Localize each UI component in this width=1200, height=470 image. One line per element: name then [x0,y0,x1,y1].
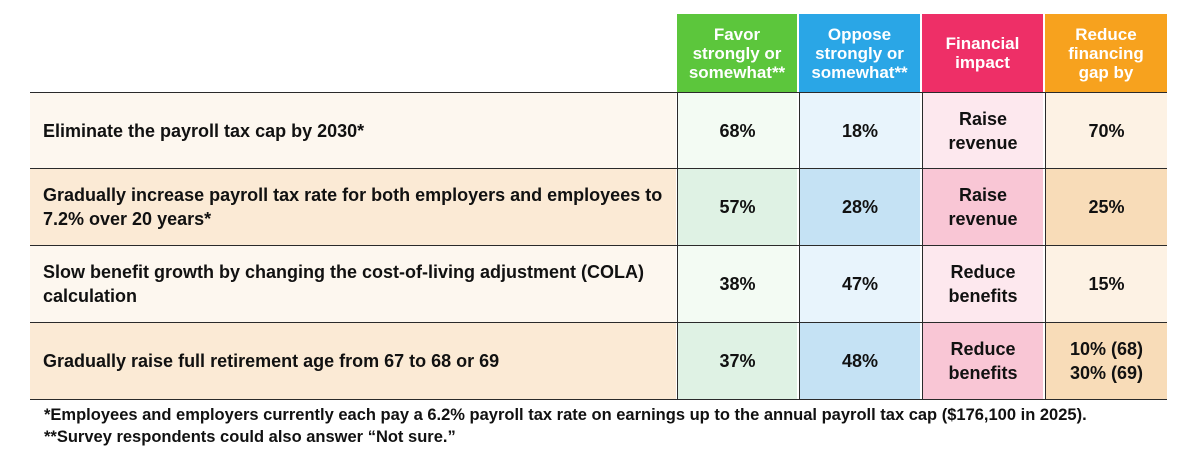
reduce-gap-value: 30% (69) [1069,363,1144,383]
policy-label: Eliminate the payroll tax cap by 2030* [30,93,676,168]
column-header-financial-impact-line: impact [955,53,1010,72]
reduce-gap-value: 70% [1088,120,1125,141]
oppose-value: 18% [799,93,920,168]
reduce-gap-cell: 70% [1045,93,1167,168]
column-header-oppose: Oppose strongly or somewhat** [799,14,920,92]
footnote: *Employees and employers currently each … [44,406,1087,424]
favor-value: 37% [677,323,797,399]
table-row: Gradually increase payroll tax rate for … [30,169,1167,246]
column-header-favor-line: somewhat** [688,62,786,82]
column-header-oppose-line: strongly or [815,43,904,63]
financial-impact-line: Raise [958,185,1008,205]
policy-label: Gradually raise full retirement age from… [30,323,676,399]
favor-value: 38% [677,246,797,322]
reduce-gap-cell: 10% (68) 30% (69) [1045,323,1167,399]
column-header-favor-line: strongly or [692,43,782,63]
column-header-reduce-gap-line: Reduce [1075,24,1137,44]
table-row: Eliminate the payroll tax cap by 2030* 6… [30,92,1167,169]
footnotes: *Employees and employers currently each … [44,404,1184,448]
column-header-reduce-gap-line: financing [1068,43,1144,63]
column-header-financial-impact-line: Financial [945,34,1020,53]
financial-impact-cell: Reduce benefits [922,323,1043,399]
oppose-value: 48% [799,323,920,399]
financial-impact-line: Reduce [950,262,1016,282]
oppose-value: 28% [799,169,920,245]
reduce-gap-cell: 15% [1045,246,1167,322]
column-header-oppose-line: somewhat** [811,62,908,82]
favor-value: 57% [677,169,797,245]
reduce-gap-value: 10% (68) [1069,339,1144,359]
financial-impact-line: benefits [948,363,1018,383]
column-header-financial-impact: Financial impact [922,14,1043,92]
column-header-reduce-gap: Reduce financing gap by [1045,14,1167,92]
financial-impact-line: revenue [948,209,1018,229]
table-row: Gradually raise full retirement age from… [30,323,1167,400]
reduce-gap-cell: 25% [1045,169,1167,245]
column-header-reduce-gap-line: gap by [1078,62,1134,82]
column-header-oppose-line: Oppose [827,24,892,44]
financial-impact-line: benefits [948,286,1018,306]
favor-value: 68% [677,93,797,168]
column-header-favor-line: Favor [713,24,761,44]
financial-impact-cell: Raise revenue [922,93,1043,168]
reduce-gap-value: 25% [1088,197,1125,217]
financial-impact-cell: Raise revenue [922,169,1043,245]
financial-impact-line: Raise [958,108,1008,129]
oppose-value: 47% [799,246,920,322]
policy-label: Gradually increase payroll tax rate for … [30,169,676,245]
reduce-gap-value: 15% [1088,274,1125,294]
column-header-favor: Favor strongly or somewhat** [677,14,797,92]
footnote: **Survey respondents could also answer “… [44,428,456,446]
table-row: Slow benefit growth by changing the cost… [30,246,1167,323]
financial-impact-line: Reduce [950,339,1016,359]
policy-label: Slow benefit growth by changing the cost… [30,246,676,322]
policy-table: Eliminate the payroll tax cap by 2030* 6… [30,92,1167,400]
financial-impact-line: revenue [948,132,1018,153]
financial-impact-cell: Reduce benefits [922,246,1043,322]
